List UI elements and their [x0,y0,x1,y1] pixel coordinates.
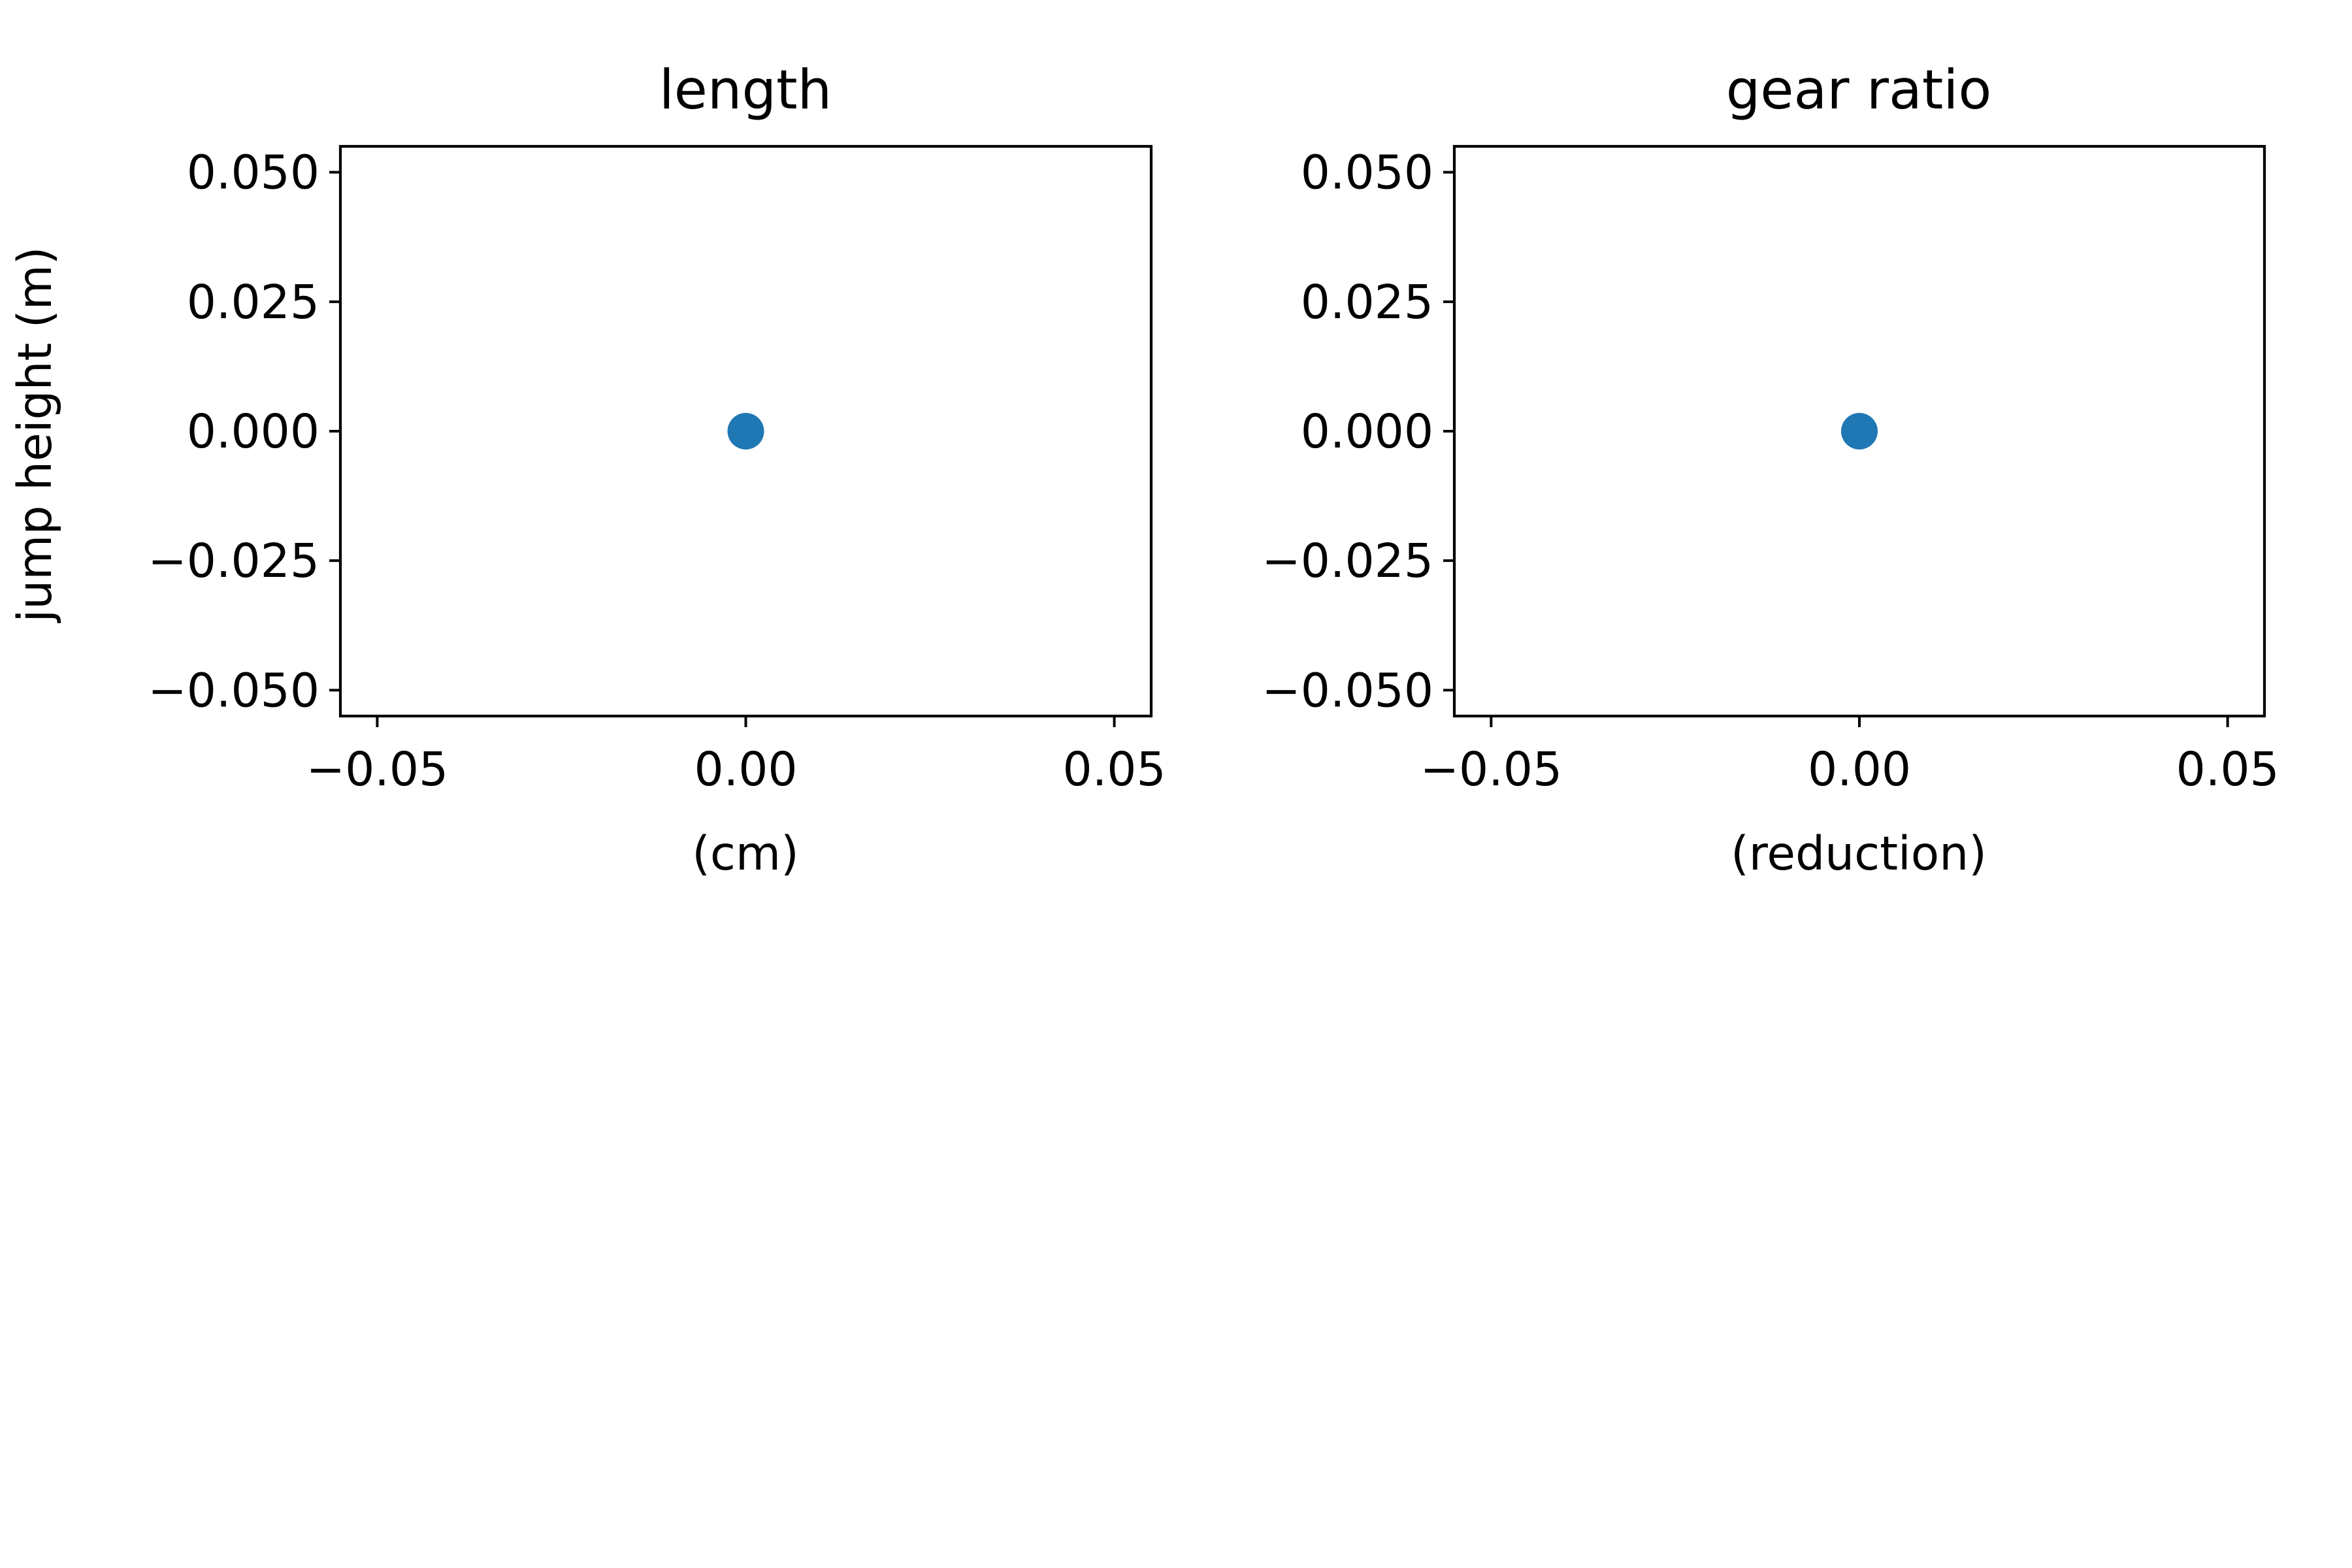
x-axis-ticks: −0.05 0.00 0.05 [1420,716,2279,796]
x-tick-label: 0.00 [1808,742,1911,796]
y-tick-label: −0.025 [148,534,319,588]
x-tick-label: −0.05 [1420,742,1563,796]
subplot-length: length 0.050 0.025 0.000 −0.025 −0.050 −0.05… [148,58,1166,881]
subplot-title: length [659,58,832,122]
subplot-title: gear ratio [1726,58,1992,122]
y-tick-label: 0.050 [187,146,319,200]
x-tick-label: 0.00 [694,742,797,796]
x-axis-label: (cm) [692,826,799,881]
y-tick-label: −0.025 [1262,534,1433,588]
x-tick-label: −0.05 [306,742,449,796]
y-tick-label: 0.050 [1301,146,1433,200]
y-tick-label: −0.050 [148,663,319,717]
y-tick-label: 0.000 [1301,404,1433,459]
x-axis-ticks: −0.05 0.00 0.05 [306,716,1166,796]
subplot-gear-ratio: gear ratio 0.050 0.025 0.000 −0.025 −0.050 −… [1262,58,2279,881]
y-tick-label: −0.050 [1262,663,1433,717]
y-axis-label: jump height (m) [8,247,62,624]
y-axis-ticks: 0.050 0.025 0.000 −0.025 −0.050 [1262,146,1454,717]
x-axis-label: (reduction) [1731,826,1987,881]
y-tick-label: 0.025 [187,275,319,329]
y-tick-label: 0.025 [1301,275,1433,329]
y-axis-ticks: 0.050 0.025 0.000 −0.025 −0.050 [148,146,340,717]
x-tick-label: 0.05 [1063,742,1166,796]
x-tick-label: 0.05 [2176,742,2279,796]
scatter-points [1841,413,1878,449]
scatter-point [727,413,764,449]
scatter-point [1841,413,1878,449]
scatter-points [727,413,764,449]
y-tick-label: 0.000 [187,404,319,459]
